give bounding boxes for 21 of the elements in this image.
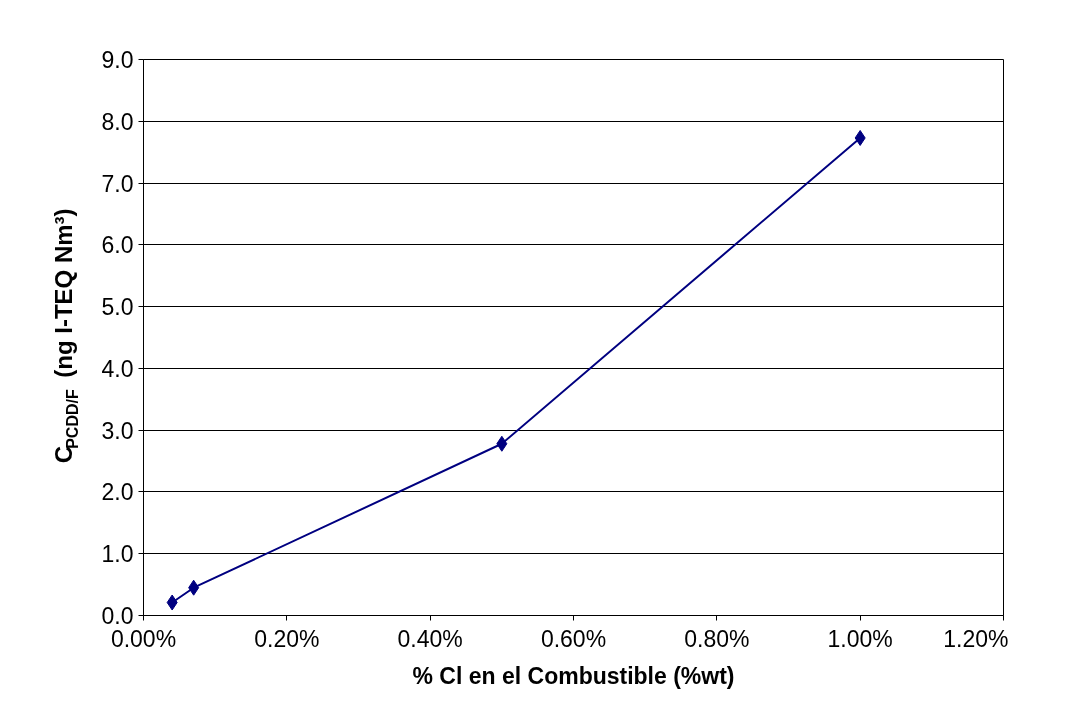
x-tick-label: 1.00% bbox=[827, 625, 893, 652]
y-axis-title: CPCDD/F (ng I-TEQ Nm³) bbox=[50, 208, 81, 464]
x-tick-label: 0.60% bbox=[540, 625, 607, 652]
y-tick-label: 3.0 bbox=[101, 417, 134, 444]
x-tick-label: 0.80% bbox=[684, 625, 750, 652]
x-axis-title: % Cl en el Combustible (%wt) bbox=[412, 662, 735, 689]
y-tick-label: 4.0 bbox=[101, 355, 134, 382]
point bbox=[854, 129, 866, 146]
x-tick-label: 0.40% bbox=[397, 625, 463, 652]
y-tick-label: 7.0 bbox=[101, 170, 134, 197]
y-tick-label: 2.0 bbox=[101, 479, 134, 506]
point bbox=[166, 594, 178, 611]
x-tick-label: 1.20% bbox=[943, 625, 1009, 652]
point bbox=[496, 435, 508, 452]
y-tick-label: 5.0 bbox=[101, 294, 134, 321]
y-tick-label: 6.0 bbox=[101, 232, 134, 259]
y-tick-label: 8.0 bbox=[101, 108, 134, 135]
y-tick-label: 1.0 bbox=[101, 541, 134, 568]
y-tick-label: 9.0 bbox=[101, 47, 134, 73]
point bbox=[188, 579, 200, 596]
x-tick-label: 0.20% bbox=[254, 625, 320, 652]
